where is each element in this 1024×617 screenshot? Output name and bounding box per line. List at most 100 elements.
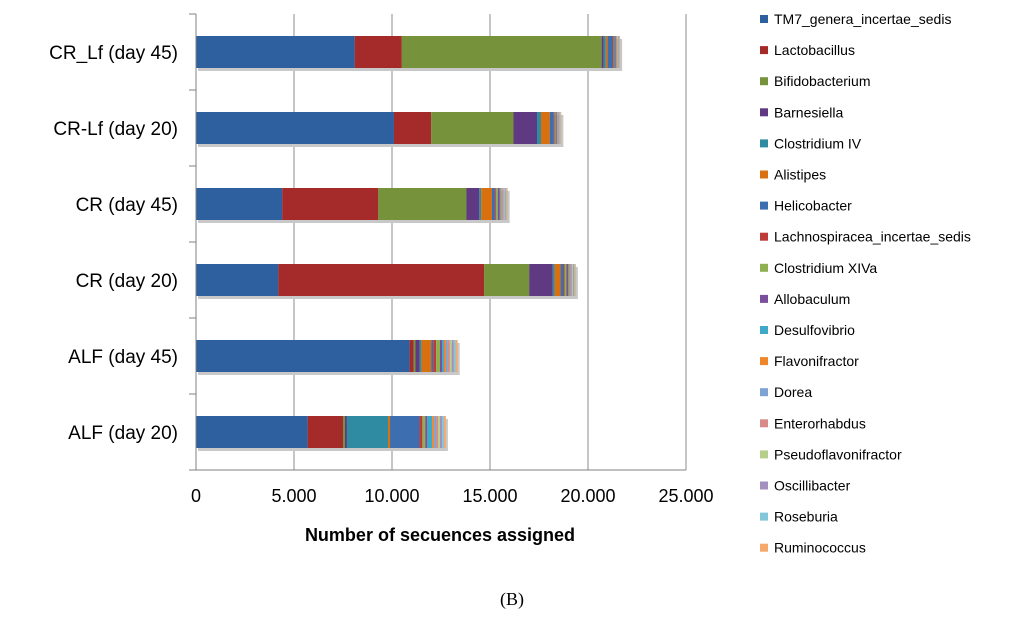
bar-segment — [605, 36, 608, 68]
bar-segment — [354, 36, 402, 68]
legend-label: Lachnospiracea_incertae_sedis — [774, 229, 971, 245]
bar-segment — [499, 188, 501, 220]
bar-segment — [558, 112, 559, 144]
bar-segment — [564, 264, 567, 296]
bar-segment — [491, 188, 495, 220]
bar-segment — [504, 188, 506, 220]
legend-swatch — [760, 294, 768, 303]
bar-segment — [549, 112, 554, 144]
bar-segment — [574, 264, 576, 296]
bar-segment — [617, 36, 618, 68]
legend-label: Roseburia — [774, 509, 838, 525]
bar-segment — [196, 112, 394, 144]
bar-segment — [614, 36, 616, 68]
bar-segment — [569, 264, 571, 296]
bar-segment — [455, 340, 458, 372]
legend-swatch — [760, 388, 768, 397]
bar-segment — [196, 416, 308, 448]
bar-segment — [540, 112, 550, 144]
bar-segment — [502, 188, 504, 220]
bar-segment — [500, 188, 502, 220]
bar-segment — [434, 416, 437, 448]
bar-segment — [401, 36, 602, 68]
category-labels: CR_Lf (day 45) CR-Lf (day 20) CR (day 45) C… — [49, 43, 178, 444]
bar-segment — [453, 340, 456, 372]
bar-segment — [346, 416, 389, 448]
bar-segment — [563, 264, 565, 296]
category-label: CR (day 45) — [76, 195, 178, 216]
legend-label: Dorea — [774, 384, 812, 400]
bar-segment — [618, 36, 619, 68]
bar-segment — [613, 36, 615, 68]
bar-segment — [619, 36, 621, 68]
legend-swatch — [760, 357, 768, 366]
legend-label: Barnesiella — [774, 104, 843, 120]
legend-label: Pseudoflavonifractor — [774, 446, 902, 462]
legend-label: Flavonifractor — [774, 353, 859, 369]
bar-segment — [560, 112, 561, 144]
bar-segment — [552, 264, 555, 296]
legend-swatch — [760, 326, 768, 334]
bar-segment — [443, 340, 446, 372]
legend-swatch — [760, 263, 768, 272]
bar-segment — [556, 112, 558, 144]
bar-segment — [503, 188, 505, 220]
legend-swatch — [760, 46, 768, 55]
bar-segment — [196, 264, 279, 296]
legend: TM7_genera_incertae_sedis Lactobacillus Bi… — [760, 11, 971, 556]
legend-label: Clostridium IV — [774, 135, 862, 151]
panel-label: (B) — [500, 589, 524, 610]
bar-segment — [558, 112, 560, 144]
bar-segment — [572, 264, 574, 296]
bar-segment — [494, 188, 496, 220]
bar-segment — [616, 36, 618, 68]
bar-segment — [607, 36, 613, 68]
legend-label: Bifidobacterium — [774, 73, 871, 89]
bar-segment — [466, 188, 480, 220]
bar-segment — [441, 416, 444, 448]
bar-segment — [529, 264, 553, 296]
bar-segment — [481, 188, 492, 220]
x-tick-label: 5.000 — [271, 486, 316, 506]
legend-label: Allobaculum — [774, 291, 850, 307]
bar-segment — [393, 112, 432, 144]
bar-segment — [559, 112, 561, 144]
legend-swatch — [760, 170, 768, 179]
category-label: ALF (day 45) — [68, 347, 178, 368]
bar-segment — [568, 264, 569, 296]
bar-segment — [495, 188, 498, 220]
legend-swatch — [760, 512, 768, 521]
bar-segment — [441, 340, 444, 372]
bar-segment — [419, 340, 422, 372]
legend-label: Enterorhabdus — [774, 415, 866, 431]
category-label: ALF (day 20) — [68, 423, 178, 444]
x-tick-label: 10.000 — [364, 486, 419, 506]
legend-swatch — [760, 77, 768, 86]
bar-segment — [390, 416, 420, 448]
bar-segment — [484, 264, 530, 296]
legend-swatch — [760, 543, 768, 552]
legend-label: Lactobacillus — [774, 42, 855, 58]
bar-segment — [447, 340, 450, 372]
bar-segment — [344, 416, 347, 448]
x-tick-label: 20.000 — [560, 486, 615, 506]
bar-segment — [479, 188, 482, 220]
category-label: CR-Lf (day 20) — [53, 119, 178, 140]
bar-segment — [419, 416, 423, 448]
bar-segment — [422, 416, 426, 448]
bar-segment — [409, 340, 414, 372]
bar-segment — [443, 416, 446, 448]
bar-segment — [560, 264, 564, 296]
bar-segment — [378, 188, 467, 220]
x-axis-title: Number of secuences assigned — [305, 525, 575, 545]
bar-segment — [618, 36, 620, 68]
bar-segment — [505, 188, 507, 220]
bar-segment — [501, 188, 503, 220]
bar-segment — [560, 112, 562, 144]
bar-segment — [436, 340, 441, 372]
legend-swatch — [760, 481, 768, 490]
bar-segment — [566, 264, 569, 296]
bar-segment — [557, 112, 559, 144]
x-tick-label: 0 — [191, 486, 201, 506]
